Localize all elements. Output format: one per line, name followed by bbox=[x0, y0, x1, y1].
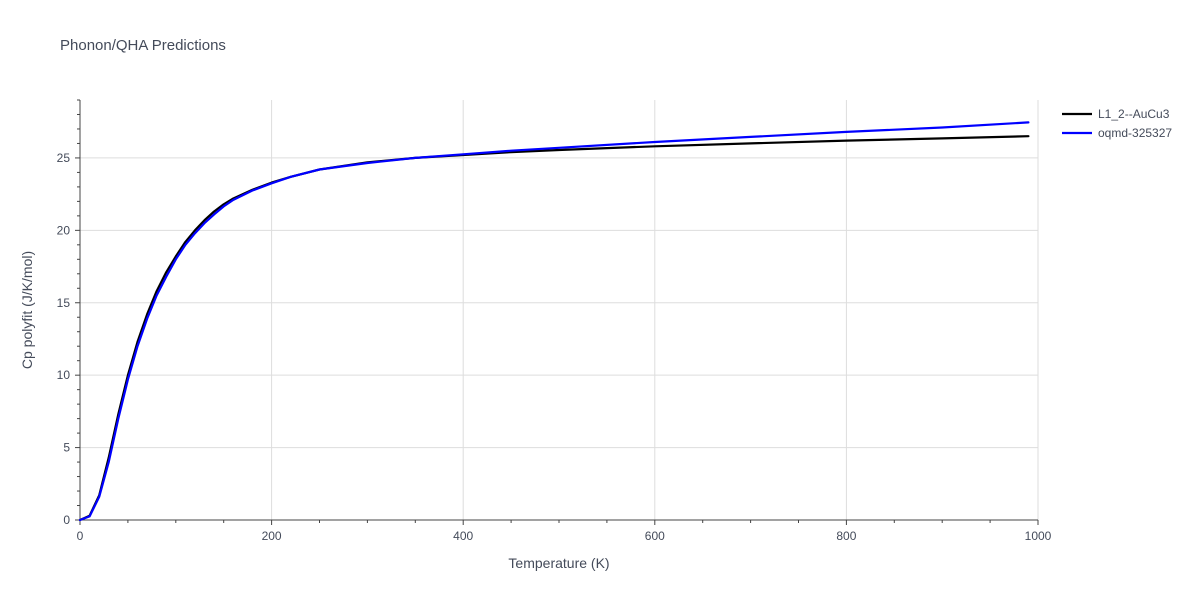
x-tick-label-5: 1000 bbox=[1025, 529, 1052, 543]
x-tick-label-4: 800 bbox=[836, 529, 856, 543]
legend-label-1: oqmd-325327 bbox=[1098, 126, 1172, 140]
legend-item-0[interactable]: L1_2--AuCu3 bbox=[1062, 107, 1170, 121]
y-axis-title: Cp polyfit (J/K/mol) bbox=[19, 251, 35, 369]
x-tick-label-0: 0 bbox=[77, 529, 84, 543]
legend[interactable]: L1_2--AuCu3 oqmd-325327 bbox=[1062, 107, 1172, 140]
legend-item-1[interactable]: oqmd-325327 bbox=[1062, 126, 1172, 140]
x-tick-label-2: 400 bbox=[453, 529, 473, 543]
tick-labels: 0 200 400 600 800 1000 0 5 10 15 20 25 bbox=[57, 151, 1052, 543]
axes bbox=[75, 99, 1039, 525]
grid-lines bbox=[80, 100, 1039, 520]
chart-title: Phonon/QHA Predictions bbox=[60, 37, 226, 54]
legend-label-0: L1_2--AuCu3 bbox=[1098, 107, 1170, 121]
series-line-0 bbox=[78, 135, 1030, 522]
y-tick-label-1: 5 bbox=[63, 441, 70, 455]
x-tick-label-1: 200 bbox=[262, 529, 282, 543]
y-tick-label-3: 15 bbox=[57, 296, 71, 310]
x-tick-label-3: 600 bbox=[645, 529, 665, 543]
y-tick-label-4: 20 bbox=[57, 223, 71, 237]
y-tick-label-0: 0 bbox=[63, 513, 70, 527]
y-tick-label-2: 10 bbox=[57, 368, 71, 382]
series-line-1 bbox=[78, 121, 1030, 522]
plot-series bbox=[78, 121, 1030, 522]
x-axis-title: Temperature (K) bbox=[508, 555, 609, 571]
y-tick-label-5: 25 bbox=[57, 151, 71, 165]
